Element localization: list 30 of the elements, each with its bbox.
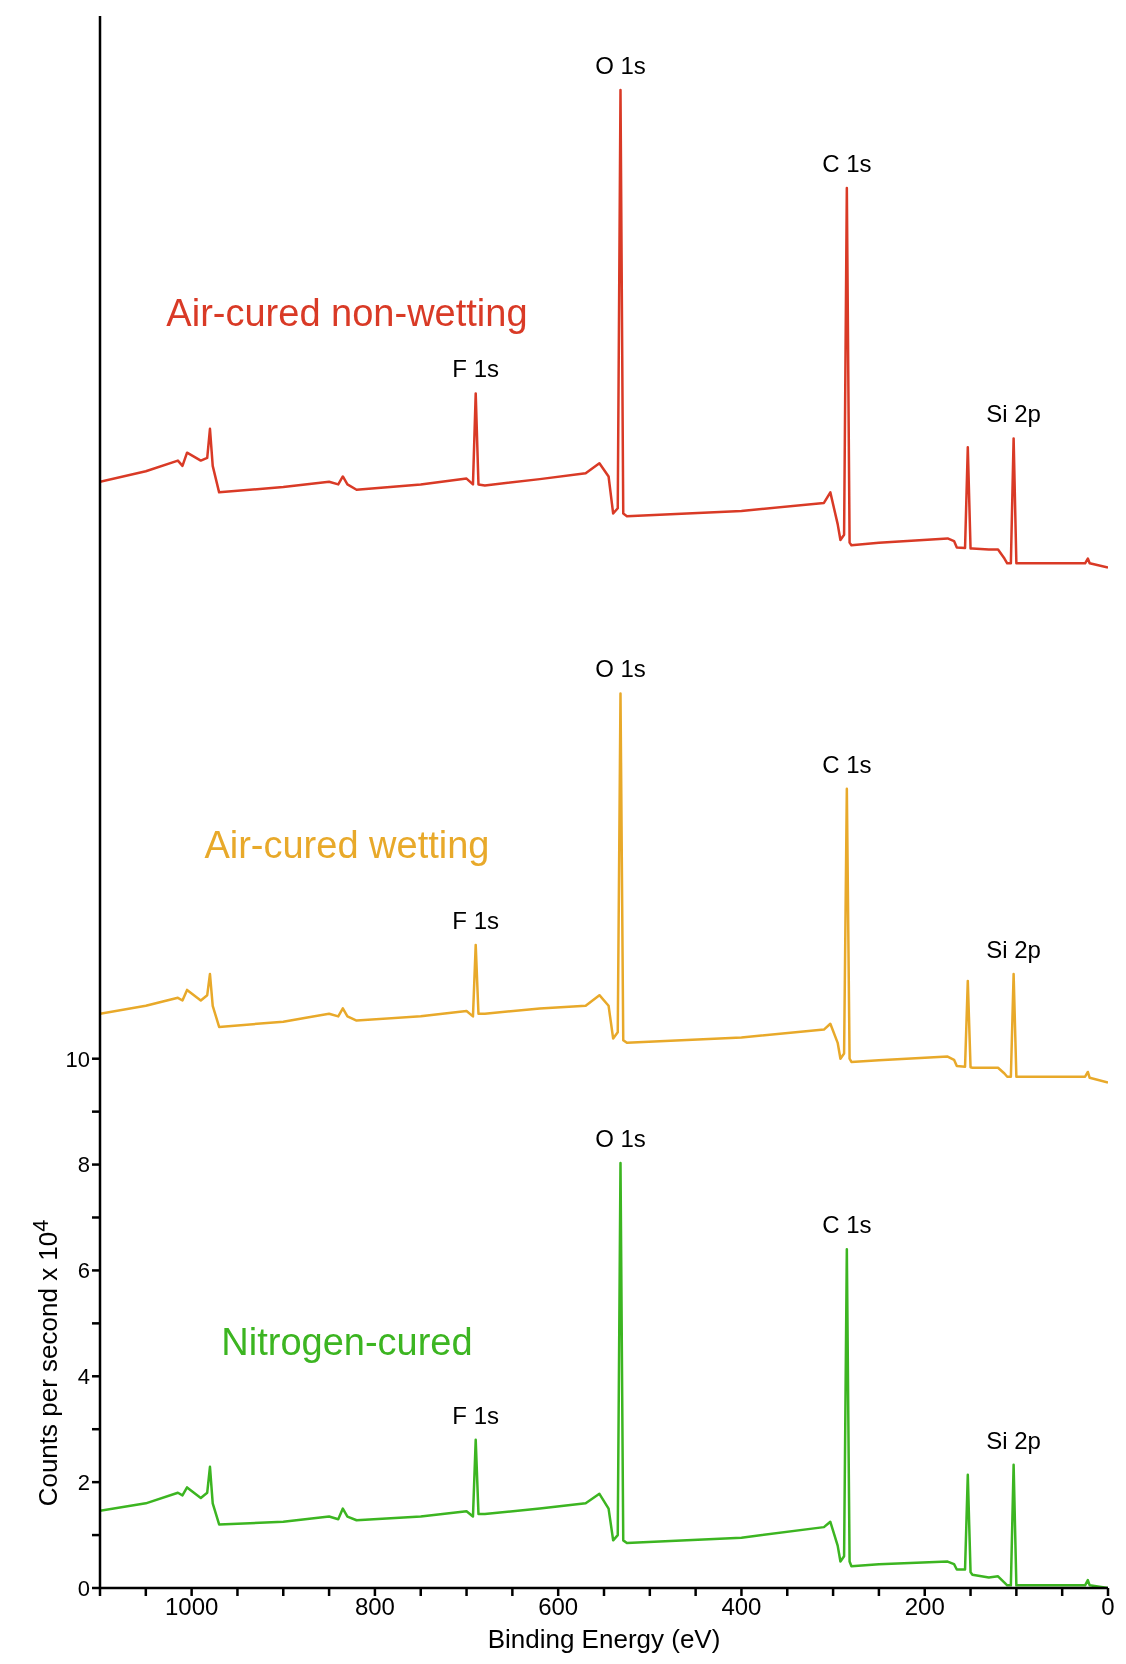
annotation: O 1s <box>595 1124 646 1153</box>
y-tick-label: 10 <box>65 1046 90 1072</box>
y-tick-label: 8 <box>77 1152 90 1178</box>
x-axis-title: Binding Energy (eV) <box>487 1624 721 1655</box>
y-tick-label: 0 <box>77 1575 90 1601</box>
annotation: O 1s <box>595 52 646 81</box>
annotation: Si 2p <box>986 400 1041 429</box>
annotation: Si 2p <box>986 936 1041 965</box>
y-tick-label: 6 <box>77 1258 90 1284</box>
annotation: C 1s <box>822 150 872 179</box>
annotation: F 1s <box>452 1401 500 1430</box>
x-tick-label: 800 <box>354 1593 395 1621</box>
y-tick-label: 4 <box>77 1364 90 1390</box>
x-tick-label: 600 <box>538 1593 579 1621</box>
x-tick-label: 400 <box>721 1593 762 1621</box>
text: Nitrogen-cured <box>221 1321 473 1365</box>
annotation: O 1s <box>595 655 646 684</box>
x-tick-label: 0 <box>1101 1593 1115 1621</box>
annotation: F 1s <box>452 355 500 384</box>
text: Air-cured wetting <box>204 824 490 868</box>
annotation: C 1s <box>822 1211 872 1240</box>
annotation: C 1s <box>822 750 872 779</box>
annotation: Si 2p <box>986 1426 1041 1455</box>
line-series <box>100 88 1108 569</box>
annotation: F 1s <box>452 906 500 935</box>
y-tick-label: 2 <box>77 1469 90 1495</box>
x-tick-label: 1000 <box>164 1593 219 1621</box>
x-tick-label: 200 <box>904 1593 945 1621</box>
text: Air-cured non-wetting <box>166 292 528 336</box>
line-series <box>100 692 1108 1084</box>
